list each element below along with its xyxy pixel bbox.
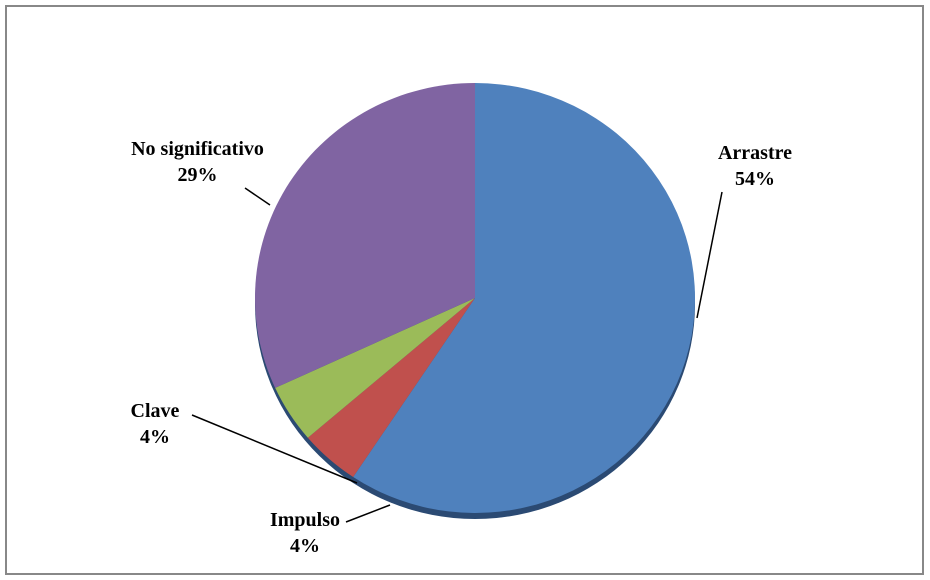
pie-slice	[307, 298, 475, 478]
value-label: 29%	[177, 164, 218, 186]
category-label: Clave	[130, 400, 180, 422]
category-label: No significativo	[131, 138, 264, 160]
leader-line	[244, 187, 271, 206]
category-label: Arrastre	[717, 142, 793, 164]
leader-line	[345, 504, 391, 523]
category-label: Impulso	[269, 509, 341, 531]
leader-line	[696, 191, 723, 319]
value-label: 54%	[735, 168, 775, 190]
slice-label: Impulso 4%	[250, 507, 360, 559]
value-label: 4%	[140, 426, 170, 448]
slice-label: Arrastre 54%	[700, 140, 810, 192]
leader-line	[191, 414, 358, 484]
pie-slice	[353, 83, 695, 514]
value-label: 4%	[290, 535, 320, 557]
pie-slice	[275, 298, 475, 438]
slice-label: No significativo 29%	[130, 136, 265, 188]
pie-slice	[254, 83, 475, 388]
slice-label: Clave 4%	[110, 398, 200, 450]
